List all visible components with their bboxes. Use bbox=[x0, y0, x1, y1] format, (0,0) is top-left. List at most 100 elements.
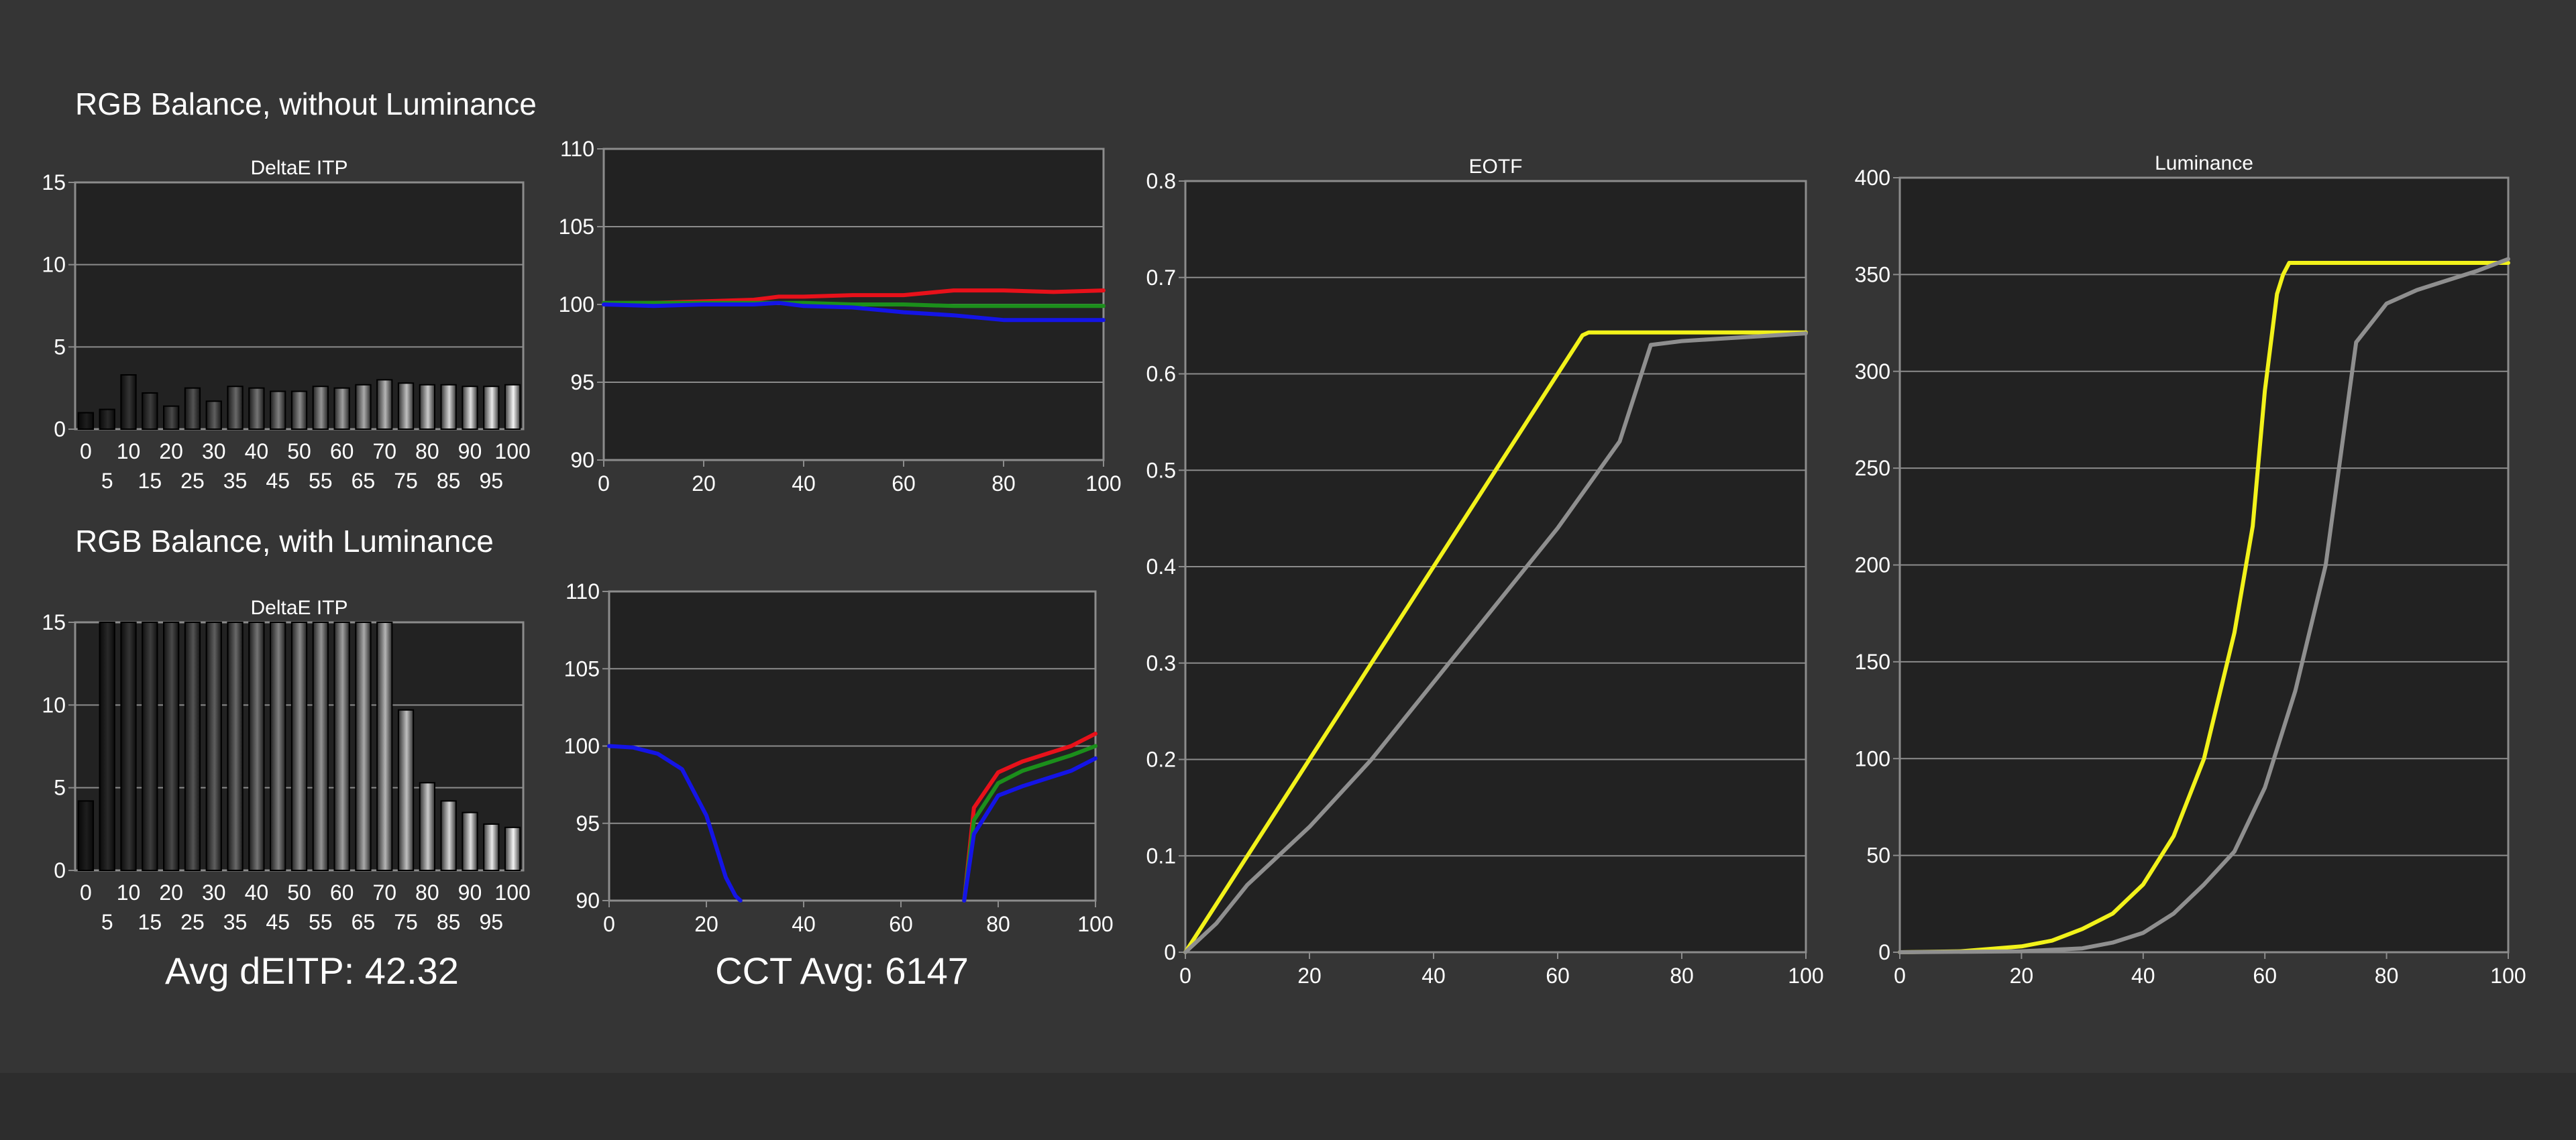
bar bbox=[462, 386, 478, 430]
chart-rgb-without: 90 95 100 105 110 0 20 40 60 80 100 bbox=[559, 137, 1122, 496]
series-line-gray bbox=[1183, 331, 1808, 954]
x-tick-label: 75 bbox=[394, 469, 418, 493]
y-tick-label: 100 bbox=[1855, 746, 1890, 771]
x-tick-label: 40 bbox=[792, 471, 816, 496]
bar bbox=[440, 384, 457, 431]
x-tick-label: 100 bbox=[2490, 964, 2526, 988]
x-tick-label: 30 bbox=[202, 439, 226, 463]
x-tick-label: 80 bbox=[991, 471, 1016, 496]
avg-deitp-label: Avg dEITP: 42.32 bbox=[165, 950, 459, 992]
x-tick-label: 20 bbox=[694, 912, 718, 936]
x-tick-label: 0 bbox=[1179, 964, 1191, 988]
series-line-blue bbox=[607, 744, 743, 903]
series-line-red bbox=[962, 732, 1097, 903]
y-tick-label: 250 bbox=[1855, 456, 1890, 480]
plot-frame bbox=[1898, 176, 2510, 954]
y-tick-label: 5 bbox=[54, 335, 66, 359]
x-tick-label: 60 bbox=[1546, 964, 1570, 988]
bar bbox=[312, 386, 329, 430]
bar bbox=[270, 622, 286, 871]
y-tick-label: 350 bbox=[1855, 262, 1890, 286]
x-tick-label: 90 bbox=[458, 880, 482, 905]
x-tick-label: 50 bbox=[287, 439, 311, 463]
series-line-gray bbox=[1898, 257, 2510, 954]
heading-without-luminance: RGB Balance, without Luminance bbox=[75, 87, 537, 121]
chart-title: EOTF bbox=[1469, 156, 1523, 178]
x-tick-label: 25 bbox=[180, 910, 205, 934]
x-tick-label: 80 bbox=[1670, 964, 1694, 988]
y-tick-label: 90 bbox=[570, 448, 594, 472]
x-tick-label: 20 bbox=[692, 471, 716, 496]
x-tick-label: 85 bbox=[437, 910, 461, 934]
y-tick-label: 95 bbox=[570, 370, 594, 394]
y-tick-label: 0.3 bbox=[1146, 651, 1176, 675]
x-tick-label: 0 bbox=[1894, 964, 1906, 988]
x-tick-label: 40 bbox=[2131, 964, 2155, 988]
x-tick-label: 100 bbox=[494, 880, 530, 905]
x-tick-label: 100 bbox=[1077, 912, 1113, 936]
y-tick-label: 0.8 bbox=[1146, 169, 1176, 193]
y-tick-label: 0 bbox=[54, 417, 66, 441]
y-tick-label: 10 bbox=[42, 693, 66, 717]
bar bbox=[142, 622, 158, 871]
bar bbox=[77, 800, 95, 872]
bar bbox=[483, 823, 500, 872]
bar bbox=[504, 384, 521, 431]
bar bbox=[419, 384, 435, 431]
series-line-blue bbox=[962, 756, 1097, 903]
x-tick-label: 55 bbox=[309, 469, 333, 493]
bar bbox=[333, 622, 350, 871]
y-tick-label: 200 bbox=[1855, 553, 1890, 577]
bar bbox=[397, 709, 415, 871]
bar bbox=[248, 387, 265, 431]
x-tick-label: 20 bbox=[159, 880, 183, 905]
x-tick-label: 60 bbox=[892, 471, 916, 496]
bar bbox=[312, 622, 329, 871]
x-tick-label: 65 bbox=[352, 469, 376, 493]
chart-eotf: 0 0.1 0.2 0.3 0.4 0.5 0.6 0.7 0.8 0 20 40 60 80 100 EOT… bbox=[1146, 156, 1824, 988]
x-tick-label: 0 bbox=[80, 439, 92, 463]
x-tick-label: 0 bbox=[598, 471, 610, 496]
x-tick-label: 80 bbox=[2375, 964, 2399, 988]
bar bbox=[376, 379, 393, 431]
bar bbox=[355, 384, 372, 431]
bar bbox=[355, 622, 372, 871]
x-tick-label: 100 bbox=[1788, 964, 1823, 988]
series-line-yellow bbox=[1183, 330, 1808, 954]
x-tick-label: 35 bbox=[223, 910, 248, 934]
bar bbox=[483, 386, 500, 430]
bar bbox=[227, 386, 244, 430]
chart-title: DeltaE ITP bbox=[250, 597, 347, 619]
y-tick-label: 150 bbox=[1855, 650, 1890, 674]
series-line-yellow bbox=[1898, 261, 2510, 954]
y-tick-label: 100 bbox=[564, 734, 600, 758]
x-tick-label: 100 bbox=[494, 439, 530, 463]
y-tick-label: 95 bbox=[576, 811, 600, 836]
bar bbox=[376, 622, 393, 871]
x-tick-label: 5 bbox=[101, 469, 113, 493]
bar bbox=[227, 622, 244, 871]
x-tick-label: 10 bbox=[117, 439, 141, 463]
x-tick-label: 25 bbox=[180, 469, 205, 493]
y-tick-label: 15 bbox=[42, 170, 66, 194]
chart-title: Luminance bbox=[2155, 152, 2253, 174]
bar bbox=[99, 408, 115, 430]
y-tick-label: 90 bbox=[576, 889, 600, 913]
bar bbox=[290, 390, 308, 430]
bar bbox=[205, 400, 222, 430]
bar bbox=[99, 622, 115, 871]
x-tick-label: 100 bbox=[1085, 471, 1121, 496]
x-tick-label: 0 bbox=[80, 880, 92, 905]
bar bbox=[397, 382, 415, 430]
x-tick-label: 5 bbox=[101, 910, 113, 934]
y-tick-label: 0 bbox=[1164, 940, 1176, 964]
bar bbox=[440, 800, 457, 872]
x-tick-label: 10 bbox=[117, 880, 141, 905]
x-tick-label: 90 bbox=[458, 439, 482, 463]
x-tick-label: 60 bbox=[2253, 964, 2277, 988]
x-tick-label: 40 bbox=[245, 880, 269, 905]
y-tick-label: 0.4 bbox=[1146, 555, 1176, 579]
x-tick-label: 45 bbox=[266, 469, 290, 493]
